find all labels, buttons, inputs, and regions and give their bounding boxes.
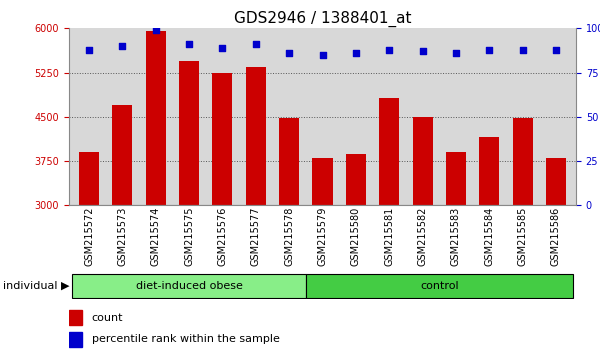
Bar: [313, 158, 332, 205]
Point: [151, 27, 161, 33]
Text: diet-induced obese: diet-induced obese: [136, 281, 242, 291]
Point: [118, 43, 127, 49]
Bar: [112, 105, 133, 205]
Bar: [212, 73, 232, 205]
Bar: [146, 31, 166, 205]
Bar: [546, 158, 566, 205]
FancyBboxPatch shape: [306, 274, 572, 298]
Point: [451, 50, 461, 56]
Point: [385, 47, 394, 52]
Bar: [69, 332, 82, 347]
Point: [518, 47, 527, 52]
Point: [351, 50, 361, 56]
Bar: [479, 137, 499, 205]
Bar: [413, 117, 433, 205]
Title: GDS2946 / 1388401_at: GDS2946 / 1388401_at: [234, 11, 411, 27]
Bar: [246, 67, 266, 205]
Bar: [379, 98, 399, 205]
Point: [84, 47, 94, 52]
FancyBboxPatch shape: [73, 274, 306, 298]
Point: [318, 52, 328, 58]
Text: control: control: [420, 281, 458, 291]
Point: [484, 47, 494, 52]
Point: [251, 41, 260, 47]
Bar: [512, 118, 533, 205]
Point: [551, 47, 561, 52]
Point: [418, 48, 427, 54]
Point: [218, 45, 227, 51]
Text: count: count: [92, 313, 124, 323]
Text: individual ▶: individual ▶: [3, 281, 70, 291]
Point: [284, 50, 294, 56]
Bar: [279, 118, 299, 205]
Bar: [346, 154, 366, 205]
Bar: [69, 310, 82, 325]
Text: percentile rank within the sample: percentile rank within the sample: [92, 334, 280, 344]
Point: [184, 41, 194, 47]
Bar: [179, 61, 199, 205]
Bar: [79, 152, 99, 205]
Bar: [446, 152, 466, 205]
